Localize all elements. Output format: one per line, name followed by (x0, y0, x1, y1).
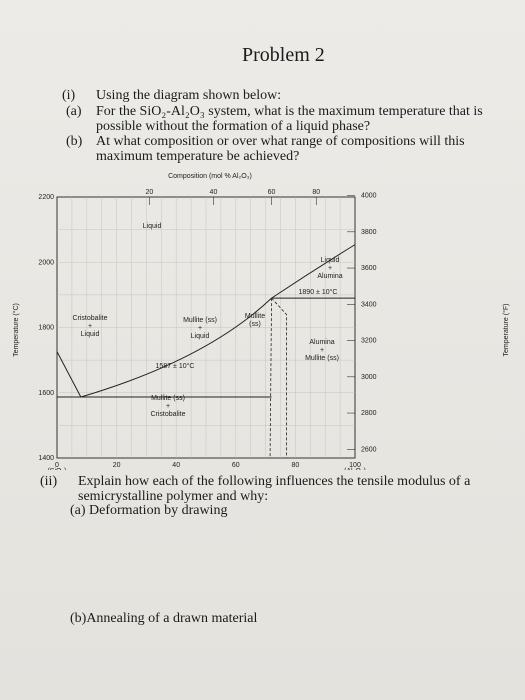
end-label: (Al₂O₃) (344, 468, 366, 470)
y-tick-label: 1600 (38, 390, 54, 397)
subquestion: (a) Deformation by drawing (70, 503, 228, 518)
region-label: Liquid (321, 257, 340, 264)
region-label: Cristobalite (72, 315, 107, 322)
y-tick-label: 2000 (38, 259, 54, 266)
region-label: (ss) (249, 321, 261, 328)
region-label: Alumina (309, 339, 334, 346)
mullite-boundary (271, 297, 287, 458)
axis-title: Temperature (°F) (502, 304, 510, 357)
item-label: (a) (66, 104, 82, 119)
region-label: 1890 ± 10°C (299, 288, 338, 296)
x-tick-label: 100 (349, 462, 361, 469)
part-label: (i) (62, 88, 76, 103)
item-text: maximum temperature be achieved? (96, 149, 300, 164)
part-text: Using the diagram shown below: (96, 88, 282, 103)
axis-title: Composition (mol % Al₂O₃) (168, 173, 252, 180)
right-tick-label: 3400 (361, 301, 377, 308)
x-tick-label: 60 (232, 462, 240, 469)
x-tick-label: 20 (113, 462, 121, 469)
y-tick-label: 1400 (38, 455, 54, 462)
phase-diagram: 0 20 40 60 80 100 2200 2000 1800 1600 1400 20 40 60 80… (12, 173, 510, 470)
liquidus (56, 244, 356, 398)
region-label: + (328, 265, 332, 272)
region-label: Mullite (ss) (305, 355, 339, 362)
top-tick-label: 40 (210, 189, 218, 196)
top-tick-label: 20 (145, 189, 153, 196)
right-tick-label: 3200 (361, 338, 377, 345)
end-label: (SiO₂) (47, 468, 66, 470)
y-tick-label: 1800 (38, 325, 54, 332)
region-label: + (320, 347, 324, 354)
right-tick-label: 3000 (361, 374, 377, 381)
item-label: (b) (66, 134, 83, 149)
part-text: semicrystalline polymer and why: (78, 489, 269, 504)
region-label: + (166, 403, 170, 410)
region-label: Mullite (ss) (151, 395, 185, 402)
x-tick-label: 0 (55, 462, 59, 469)
region-label: Liquid (81, 331, 100, 338)
right-tick-label: 2800 (361, 410, 377, 417)
region-label: Liquid (191, 333, 210, 340)
subquestion: (b)Annealing of a drawn material (70, 611, 258, 626)
region-label: Mullite (245, 313, 265, 320)
region-label: Liquid (143, 223, 162, 230)
region-label: Mullite (ss) (183, 317, 217, 324)
right-tick-label: 2600 (361, 446, 377, 453)
part-label: (ii) (40, 474, 58, 489)
item-text: For the SiO₂-Al₂O₃ system, what is the m… (96, 104, 483, 119)
right-tick-label: 4000 (361, 193, 377, 200)
title: Problem 2 (242, 44, 325, 66)
item-text: At what composition or over what range o… (96, 134, 465, 149)
region-label: 1587 ± 10°C (156, 362, 195, 370)
right-tick-label: 3800 (361, 229, 377, 236)
region-label: + (198, 325, 202, 332)
region-label: Alumina (317, 273, 342, 280)
region-label: Cristobalite (150, 411, 185, 418)
part-text: Explain how each of the following influe… (78, 474, 471, 489)
y-tick-label: 2200 (38, 194, 54, 201)
item-text: possible without the formation of a liqu… (96, 119, 371, 134)
mullite-boundary (269, 298, 272, 459)
axis-title: Temperature (°C) (12, 303, 20, 357)
x-tick-label: 40 (172, 462, 180, 469)
top-tick-label: 60 (268, 189, 276, 196)
top-tick-label: 80 (312, 189, 320, 196)
right-tick-label: 3600 (361, 265, 377, 272)
x-tick-label: 80 (292, 462, 300, 469)
region-label: + (88, 323, 92, 330)
